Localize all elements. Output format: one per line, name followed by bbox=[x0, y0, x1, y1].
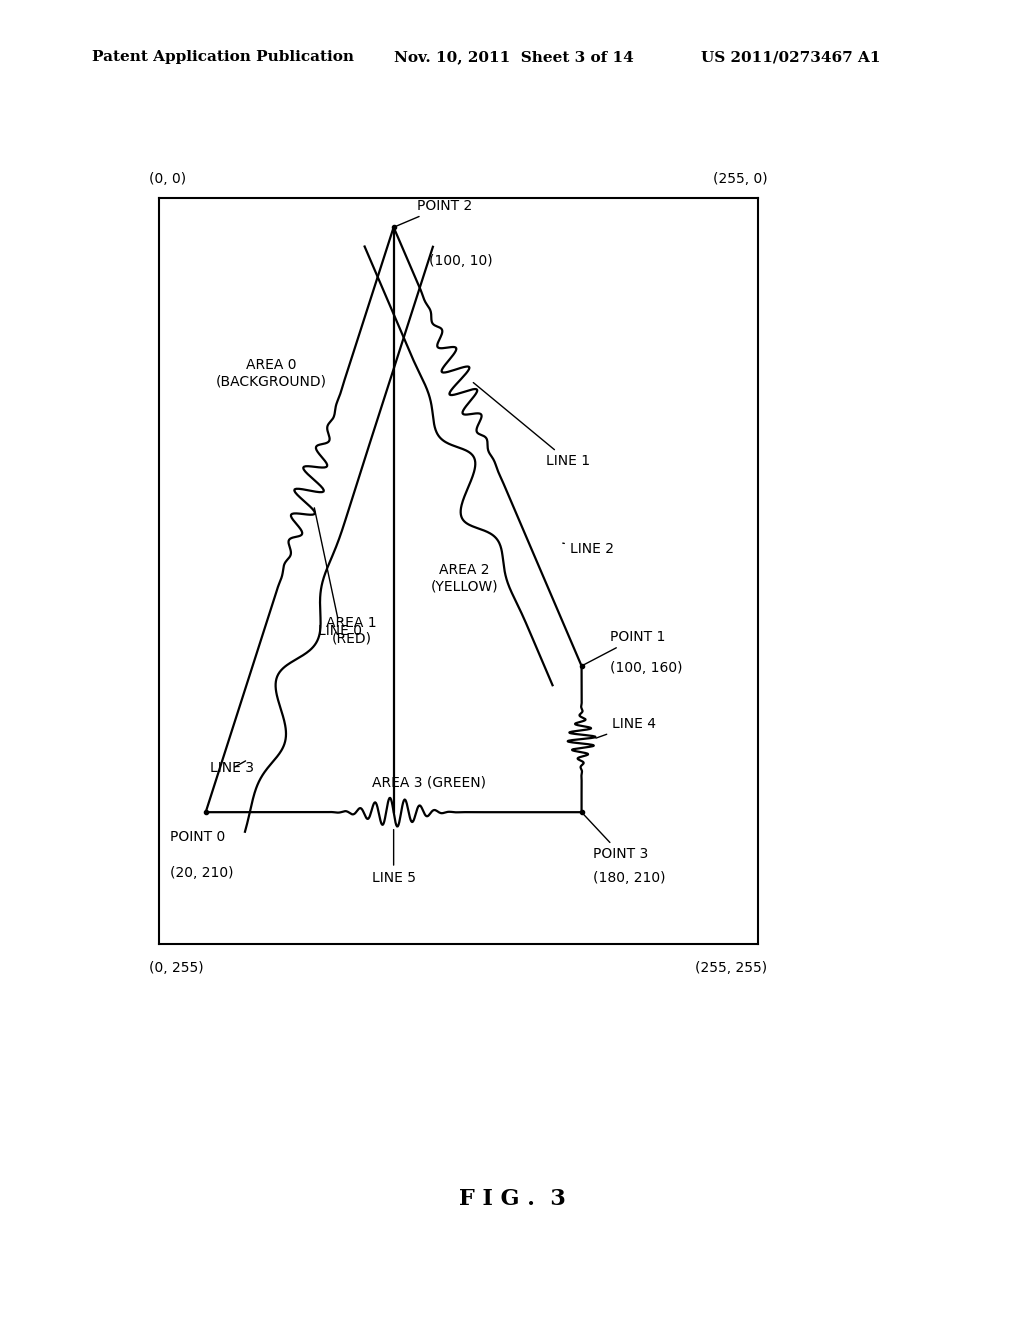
Text: Nov. 10, 2011  Sheet 3 of 14: Nov. 10, 2011 Sheet 3 of 14 bbox=[394, 50, 634, 65]
Text: AREA 3 (GREEN): AREA 3 (GREEN) bbox=[372, 776, 485, 789]
Text: (0, 0): (0, 0) bbox=[150, 173, 186, 186]
Text: (20, 210): (20, 210) bbox=[170, 866, 233, 879]
Text: Patent Application Publication: Patent Application Publication bbox=[92, 50, 354, 65]
Text: LINE 2: LINE 2 bbox=[563, 543, 613, 556]
Text: F I G .  3: F I G . 3 bbox=[459, 1188, 565, 1209]
Text: (0, 255): (0, 255) bbox=[150, 961, 204, 975]
Text: (255, 255): (255, 255) bbox=[695, 961, 767, 975]
Text: POINT 2: POINT 2 bbox=[396, 198, 472, 226]
Text: LINE 4: LINE 4 bbox=[596, 718, 656, 738]
Text: POINT 1: POINT 1 bbox=[584, 630, 666, 665]
Text: (255, 0): (255, 0) bbox=[713, 173, 767, 186]
Text: POINT 3: POINT 3 bbox=[584, 814, 648, 861]
Text: US 2011/0273467 A1: US 2011/0273467 A1 bbox=[701, 50, 881, 65]
Text: AREA 0
(BACKGROUND): AREA 0 (BACKGROUND) bbox=[216, 359, 327, 388]
Text: LINE 0: LINE 0 bbox=[314, 508, 362, 638]
Text: LINE 5: LINE 5 bbox=[372, 829, 416, 884]
Text: AREA 1
(RED): AREA 1 (RED) bbox=[326, 615, 377, 645]
Text: AREA 2
(YELLOW): AREA 2 (YELLOW) bbox=[430, 564, 498, 593]
Text: (180, 210): (180, 210) bbox=[593, 871, 666, 886]
Text: (100, 160): (100, 160) bbox=[609, 661, 682, 675]
Text: LINE 1: LINE 1 bbox=[473, 383, 591, 469]
Text: LINE 3: LINE 3 bbox=[210, 760, 254, 775]
Text: POINT 0: POINT 0 bbox=[170, 830, 225, 845]
Text: (100, 10): (100, 10) bbox=[429, 255, 493, 268]
